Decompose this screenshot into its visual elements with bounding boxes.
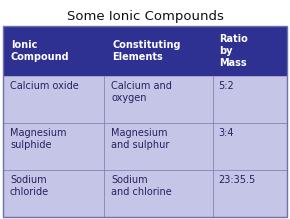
Text: 3:4: 3:4 bbox=[218, 127, 234, 138]
Bar bbox=[3, 170, 104, 217]
Bar bbox=[104, 76, 213, 123]
Bar bbox=[3, 123, 104, 170]
Text: Ratio
by
Mass: Ratio by Mass bbox=[219, 34, 248, 68]
Bar bbox=[104, 123, 213, 170]
Bar bbox=[3, 26, 104, 76]
Bar bbox=[104, 26, 213, 76]
Text: Calcium oxide: Calcium oxide bbox=[10, 81, 79, 90]
Text: Some Ionic Compounds: Some Ionic Compounds bbox=[67, 10, 223, 23]
Bar bbox=[3, 76, 104, 123]
Text: Magnesium
and sulphur: Magnesium and sulphur bbox=[111, 127, 170, 150]
Text: Sodium
and chlorine: Sodium and chlorine bbox=[111, 175, 172, 196]
Text: 23:35.5: 23:35.5 bbox=[218, 175, 255, 185]
Text: Sodium
chloride: Sodium chloride bbox=[10, 175, 49, 196]
Text: Magnesium
sulphide: Magnesium sulphide bbox=[10, 127, 66, 150]
Bar bbox=[104, 170, 213, 217]
Bar bbox=[213, 26, 287, 76]
Bar bbox=[213, 123, 287, 170]
Text: Constituting
Elements: Constituting Elements bbox=[113, 40, 181, 62]
Text: Calcium and
oxygen: Calcium and oxygen bbox=[111, 81, 172, 102]
Bar bbox=[3, 26, 287, 217]
Text: 5:2: 5:2 bbox=[218, 81, 234, 90]
Text: Ionic
Compound: Ionic Compound bbox=[11, 40, 70, 62]
Bar bbox=[213, 170, 287, 217]
Bar bbox=[213, 76, 287, 123]
